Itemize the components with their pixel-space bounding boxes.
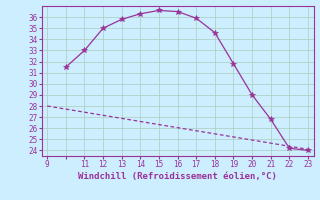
X-axis label: Windchill (Refroidissement éolien,°C): Windchill (Refroidissement éolien,°C) [78,172,277,181]
